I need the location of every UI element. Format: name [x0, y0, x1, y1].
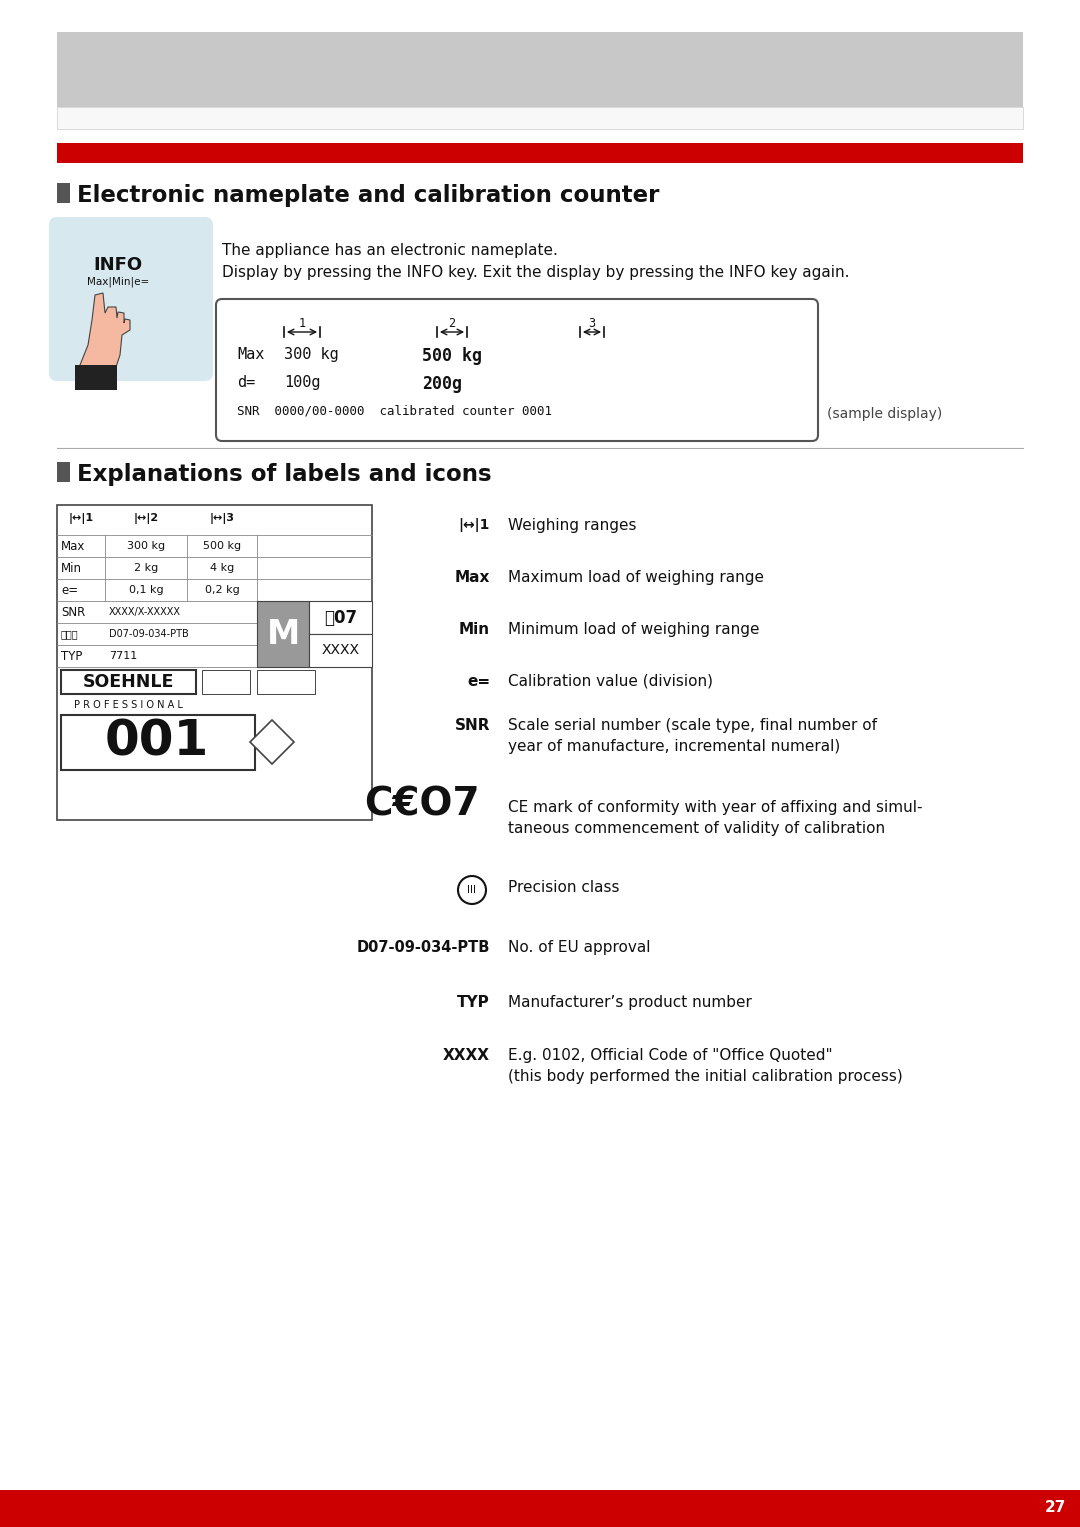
Bar [57, 144, 1023, 163]
Text: (sample display): (sample display) [827, 408, 942, 421]
Text: 300 kg: 300 kg [284, 347, 339, 362]
Text: 100g: 100g [284, 376, 321, 389]
Text: Display by pressing the INFO key. Exit the display by pressing the INFO key agai: Display by pressing the INFO key. Exit t… [222, 266, 850, 279]
Text: |↔|3: |↔|3 [210, 513, 234, 524]
Bar [57, 32, 1023, 107]
Text: |↔|1: |↔|1 [459, 518, 490, 531]
Bar [60, 670, 195, 693]
Text: ⃎07: ⃎07 [324, 608, 357, 626]
Bar [0, 1490, 1080, 1527]
Text: Min: Min [459, 621, 490, 637]
Text: Minimum load of weighing range: Minimum load of weighing range [508, 621, 759, 637]
Polygon shape [78, 293, 130, 370]
Text: XXXX: XXXX [322, 643, 360, 658]
FancyBboxPatch shape [49, 217, 213, 382]
Bar [57, 183, 70, 203]
Bar [309, 634, 372, 667]
Text: 3: 3 [589, 318, 595, 330]
Polygon shape [249, 721, 294, 764]
Text: Max: Max [60, 539, 85, 553]
Text: 0,2 kg: 0,2 kg [204, 585, 240, 596]
Text: No. of EU approval: No. of EU approval [508, 941, 650, 954]
Bar [202, 670, 249, 693]
Text: SNR: SNR [455, 718, 490, 733]
Text: SNR  0000/00-0000  calibrated counter 0001: SNR 0000/00-0000 calibrated counter 0001 [237, 405, 552, 417]
Bar [57, 463, 70, 483]
Bar [257, 670, 315, 693]
Text: The appliance has an electronic nameplate.: The appliance has an electronic nameplat… [222, 243, 558, 258]
Text: Scale serial number (scale type, final number of
year of manufacture, incrementa: Scale serial number (scale type, final n… [508, 718, 877, 754]
Text: D07-09-034-PTB: D07-09-034-PTB [109, 629, 189, 638]
Text: 1: 1 [298, 318, 306, 330]
Text: e=: e= [60, 583, 78, 597]
Text: D07-09-034-PTB: D07-09-034-PTB [356, 941, 490, 954]
Text: 500 kg: 500 kg [422, 347, 482, 365]
Text: E.g. 0102, Official Code of "Office Quoted"
(this body performed the initial cal: E.g. 0102, Official Code of "Office Quot… [508, 1048, 903, 1084]
Text: Calibration value (division): Calibration value (division) [508, 673, 713, 689]
Text: 7711: 7711 [109, 651, 137, 661]
Text: Explanations of labels and icons: Explanations of labels and icons [77, 463, 491, 486]
Text: 500 kg: 500 kg [203, 541, 241, 551]
Bar [257, 602, 309, 667]
FancyBboxPatch shape [216, 299, 818, 441]
Text: Max|Min|e=: Max|Min|e= [86, 276, 149, 287]
Bar [57, 505, 372, 820]
Text: Maximum load of weighing range: Maximum load of weighing range [508, 570, 764, 585]
Text: TYP: TYP [60, 649, 82, 663]
Text: 001: 001 [105, 718, 210, 767]
Text: 300 kg: 300 kg [127, 541, 165, 551]
Text: 2 kg: 2 kg [134, 563, 158, 573]
Text: Electronic nameplate and calibration counter: Electronic nameplate and calibration cou… [77, 183, 660, 208]
Text: Precision class: Precision class [508, 880, 620, 895]
Text: |↔|2: |↔|2 [134, 513, 159, 524]
Text: Max: Max [455, 570, 490, 585]
Bar [309, 602, 372, 634]
Text: ⓘⓘⓘ: ⓘⓘⓘ [60, 629, 79, 638]
Text: e=: e= [467, 673, 490, 689]
Text: |↔|1: |↔|1 [68, 513, 94, 524]
Text: XXXX/X-XXXXX: XXXX/X-XXXXX [109, 608, 181, 617]
Text: M: M [267, 617, 299, 651]
Text: TYP: TYP [457, 996, 490, 1009]
Bar [60, 715, 255, 770]
Text: Manufacturer’s product number: Manufacturer’s product number [508, 996, 752, 1009]
Text: 2: 2 [448, 318, 456, 330]
Text: Min: Min [60, 562, 82, 574]
Text: 4 kg: 4 kg [210, 563, 234, 573]
Text: XXXX: XXXX [443, 1048, 490, 1063]
Text: 200g: 200g [422, 376, 462, 392]
Text: 0,1 kg: 0,1 kg [129, 585, 163, 596]
Text: SOEHNLE: SOEHNLE [82, 673, 174, 692]
Text: Max: Max [237, 347, 265, 362]
Text: III: III [468, 886, 476, 895]
Text: SNR: SNR [60, 606, 85, 618]
Text: 27: 27 [1044, 1501, 1066, 1515]
Text: P R O F E S S I O N A L: P R O F E S S I O N A L [73, 699, 183, 710]
Bar [75, 365, 117, 389]
Text: d=: d= [237, 376, 255, 389]
Text: CE mark of conformity with year of affixing and simul-
taneous commencement of v: CE mark of conformity with year of affix… [508, 800, 922, 835]
Text: Weighing ranges: Weighing ranges [508, 518, 636, 533]
Text: INFO: INFO [94, 257, 143, 273]
Bar [57, 107, 1023, 128]
Text: C€O7: C€O7 [364, 786, 480, 825]
